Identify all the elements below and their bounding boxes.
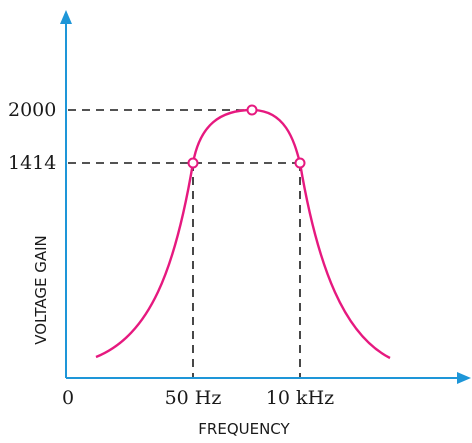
- x-tick-label-50hz: 50 Hz: [165, 387, 222, 409]
- x-tick-label-10khz: 10 kHz: [266, 387, 334, 409]
- y-tick-label-2000: 2000: [8, 99, 56, 121]
- x-axis-title: FREQUENCY: [198, 420, 290, 438]
- point-peak: [246, 104, 258, 116]
- series-line: [95, 108, 391, 360]
- x-axis-arrow: [457, 372, 471, 384]
- axes: [60, 10, 471, 384]
- origin-label: 0: [62, 387, 74, 409]
- y-axis-title: VOLTAGE GAIN: [32, 235, 50, 345]
- point-10khz: [294, 157, 306, 169]
- y-axis-arrow: [60, 10, 72, 24]
- y-tick-label-1414: 1414: [8, 152, 56, 174]
- marked-points: [187, 104, 306, 169]
- guide-lines: [68, 109, 301, 377]
- point-50hz: [187, 157, 199, 169]
